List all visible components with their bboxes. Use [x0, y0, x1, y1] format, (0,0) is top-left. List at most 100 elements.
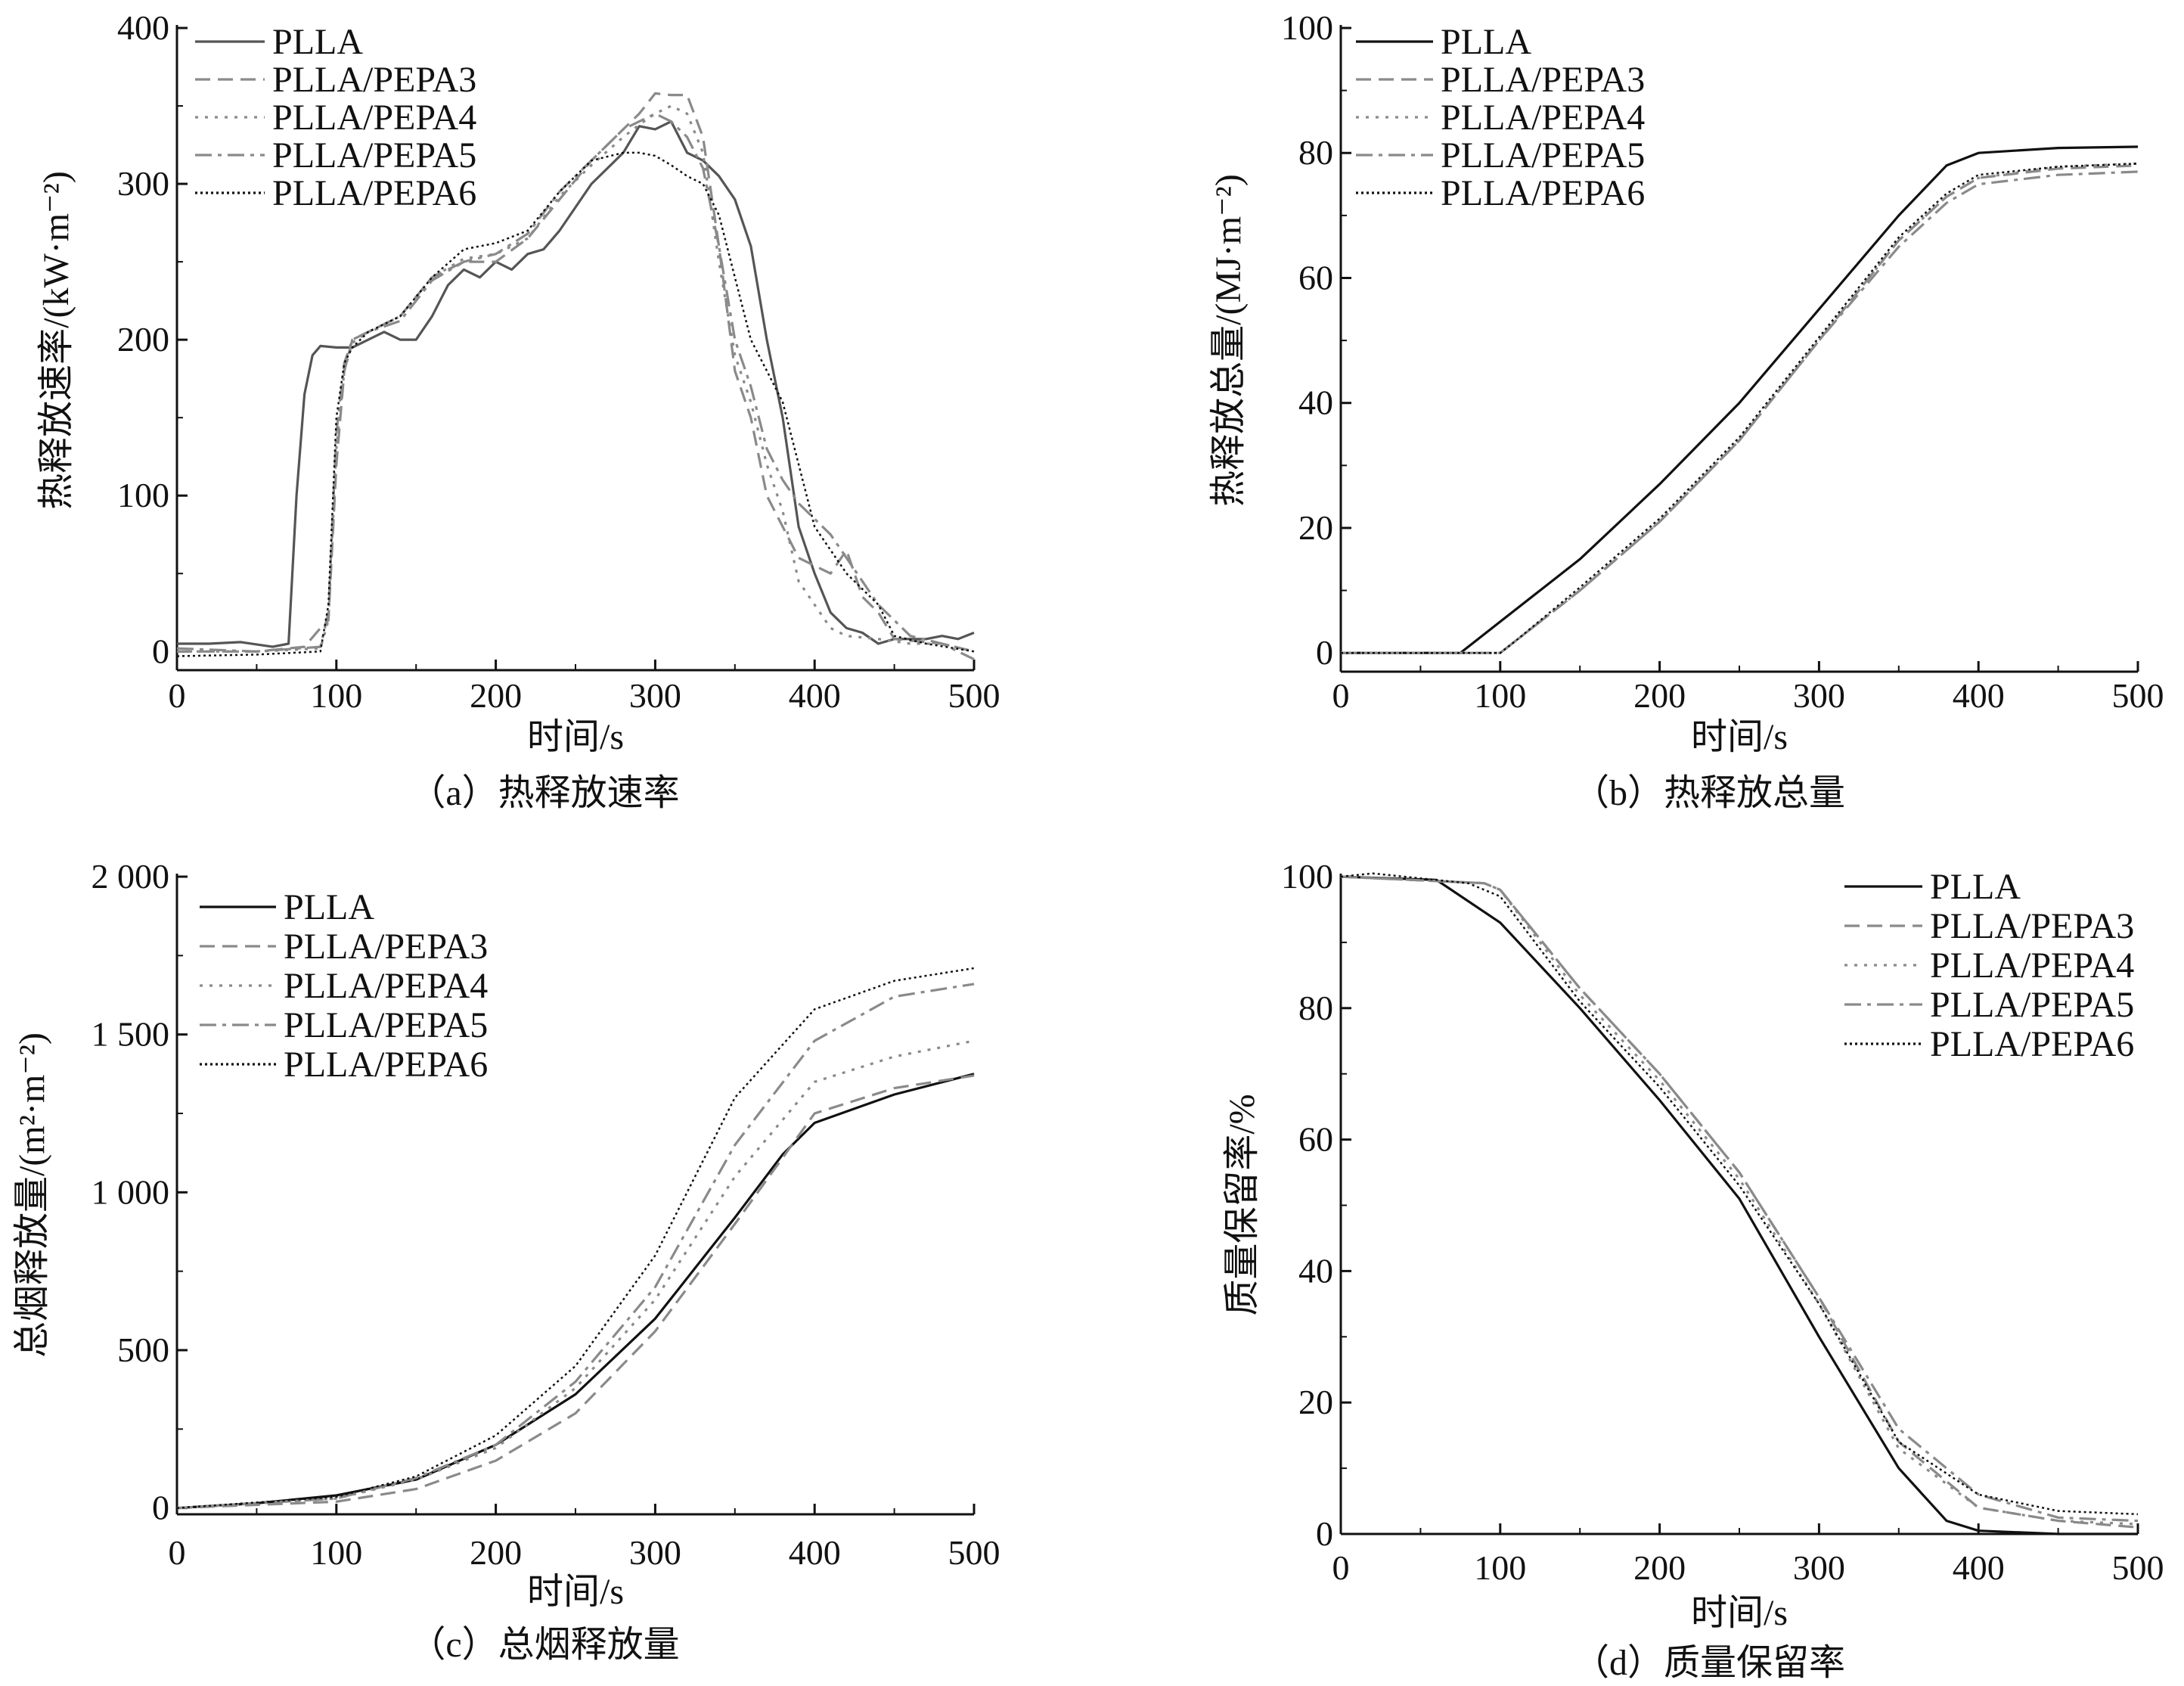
- x-tick-label: 200: [470, 1533, 522, 1572]
- x-tick-label: 500: [948, 676, 1000, 715]
- series-line-plla: [177, 120, 975, 648]
- y-tick-label: 60: [1298, 1120, 1333, 1159]
- series-line-plla-pepa6: [176, 967, 975, 1509]
- y-tick-label: 500: [117, 1330, 169, 1369]
- panel-caption: （d）质量保留率: [1573, 1643, 1845, 1683]
- legend-label: PLLA/PEPA6: [272, 173, 476, 213]
- legend-label: PLLA: [284, 887, 374, 927]
- x-tick-label: 200: [1633, 1548, 1686, 1587]
- y-tick-label: 100: [1281, 8, 1333, 47]
- x-tick-label: 100: [310, 1533, 362, 1572]
- y-axis-title: 总烟释放量/(m²·m⁻²): [12, 1032, 52, 1358]
- legend-label: PLLA/PEPA4: [1930, 945, 2134, 986]
- series-line-plla-pepa3: [177, 92, 975, 653]
- x-tick-label: 500: [2112, 676, 2164, 715]
- y-tick-label: 1 000: [92, 1172, 170, 1211]
- panel-a-heat-release-rate: 热释放速率/(kW·m⁻²) 时间/s （a）热释放速率 0 100 200 300 4…: [36, 8, 1000, 813]
- x-tick-label: 400: [1953, 676, 2005, 715]
- legend-label: PLLA/PEPA4: [284, 966, 488, 1006]
- legend-label: PLLA/PEPA5: [272, 135, 476, 175]
- y-tick-label: 200: [117, 320, 169, 359]
- y-tick-label: 0: [152, 632, 169, 670]
- x-tick-label: 500: [948, 1533, 1000, 1572]
- legend-label: PLLA/PEPA4: [1441, 98, 1645, 138]
- legend-label: PLLA/PEPA5: [284, 1005, 488, 1045]
- x-axis-title: 时间/s: [527, 717, 624, 757]
- y-axis-title: 热释放总量/(MJ·m⁻²): [1208, 174, 1249, 507]
- y-tick-label: 40: [1298, 383, 1333, 422]
- x-tick-label: 100: [1474, 1548, 1526, 1587]
- panel-caption: （b）热释放总量: [1573, 773, 1845, 813]
- y-axis-title: 质量保留率/%: [1222, 1094, 1262, 1315]
- y-tick-label: 2 000: [92, 857, 170, 896]
- y-tick-label: 400: [117, 8, 169, 47]
- x-axis-title: 时间/s: [1691, 717, 1788, 757]
- series-line-plla: [176, 1073, 975, 1510]
- series-line-plla-pepa6: [1341, 163, 2139, 654]
- y-axis-title: 热释放速率/(kW·m⁻²): [36, 171, 76, 510]
- x-tick-label: 0: [1332, 676, 1350, 715]
- series-line-plla-pepa3: [1341, 164, 2139, 654]
- y-tick-label: 100: [117, 476, 169, 514]
- legend-label: PLLA/PEPA6: [284, 1045, 488, 1085]
- series-line-plla-pepa6: [176, 151, 975, 657]
- series-line-plla: [1340, 875, 2138, 1535]
- x-tick-label: 100: [1474, 676, 1526, 715]
- y-tick-label: 0: [152, 1489, 169, 1527]
- legend-label: PLLA/PEPA5: [1930, 985, 2134, 1025]
- legend-label: PLLA/PEPA4: [272, 98, 476, 138]
- x-tick-label: 400: [789, 676, 841, 715]
- panel-caption: （a）热释放速率: [409, 773, 679, 813]
- y-tick-label: 0: [1316, 633, 1333, 672]
- y-tick-label: 40: [1298, 1251, 1333, 1290]
- x-tick-label: 300: [1793, 676, 1845, 715]
- series-line-plla-pepa4: [176, 1039, 975, 1510]
- x-tick-label: 200: [1633, 676, 1686, 715]
- legend-label: PLLA/PEPA5: [1441, 135, 1645, 175]
- y-tick-label: 80: [1298, 989, 1333, 1027]
- x-tick-label: 0: [169, 1533, 186, 1572]
- x-tick-label: 100: [310, 676, 362, 715]
- legend-label: PLLA/PEPA6: [1930, 1024, 2134, 1064]
- legend-label: PLLA/PEPA3: [1930, 906, 2134, 946]
- series-line-plla-pepa4: [1340, 875, 2139, 1526]
- x-tick-label: 400: [1953, 1548, 2005, 1587]
- legend-label: PLLA/PEPA3: [272, 60, 476, 100]
- y-tick-label: 300: [117, 164, 169, 203]
- x-axis-title: 时间/s: [1691, 1593, 1788, 1633]
- series-line-plla-pepa4: [1341, 162, 2139, 654]
- panel-caption: （c）总烟释放量: [409, 1625, 679, 1665]
- x-tick-label: 300: [629, 1533, 681, 1572]
- legend-label: PLLA/PEPA6: [1441, 173, 1645, 213]
- y-tick-label: 60: [1298, 258, 1333, 297]
- series-line-plla-pepa5: [176, 983, 975, 1510]
- series-line-plla-pepa5: [176, 112, 975, 661]
- legend-label: PLLA: [1441, 22, 1531, 62]
- x-tick-label: 400: [789, 1533, 841, 1572]
- x-tick-label: 0: [169, 676, 186, 715]
- panel-d-mass-retention: 质量保留率/% 时间/s （d）质量保留率 0 100 200 300 400 500 0 2…: [1222, 857, 2164, 1683]
- x-axis-title: 时间/s: [527, 1572, 624, 1612]
- y-tick-label: 0: [1316, 1514, 1333, 1553]
- legend-label: PLLA/PEPA3: [284, 927, 488, 967]
- series-line-plla-pepa6: [1340, 872, 2139, 1516]
- x-tick-label: 200: [470, 676, 522, 715]
- y-tick-label: 80: [1298, 133, 1333, 172]
- x-tick-label: 300: [1793, 1548, 1845, 1587]
- panel-b-total-heat-release: 热释放总量/(MJ·m⁻²) 时间/s （b）热释放总量 0 100 200 300 4…: [1208, 8, 2164, 813]
- series-line-plla: [1341, 145, 2139, 654]
- series-line-plla-pepa5: [1340, 875, 2139, 1523]
- x-tick-label: 500: [2112, 1548, 2164, 1587]
- y-tick-label: 20: [1298, 1383, 1333, 1421]
- x-tick-label: 300: [629, 676, 681, 715]
- legend-label: PLLA: [1930, 867, 2021, 907]
- y-tick-label: 1 500: [92, 1015, 170, 1054]
- legend-label: PLLA: [272, 22, 363, 62]
- series-line-plla-pepa5: [1341, 170, 2139, 654]
- x-tick-label: 0: [1332, 1548, 1350, 1587]
- legend-label: PLLA/PEPA3: [1441, 60, 1645, 100]
- y-tick-label: 100: [1281, 857, 1333, 896]
- y-tick-label: 20: [1298, 508, 1333, 547]
- series-line-plla-pepa3: [176, 1074, 975, 1510]
